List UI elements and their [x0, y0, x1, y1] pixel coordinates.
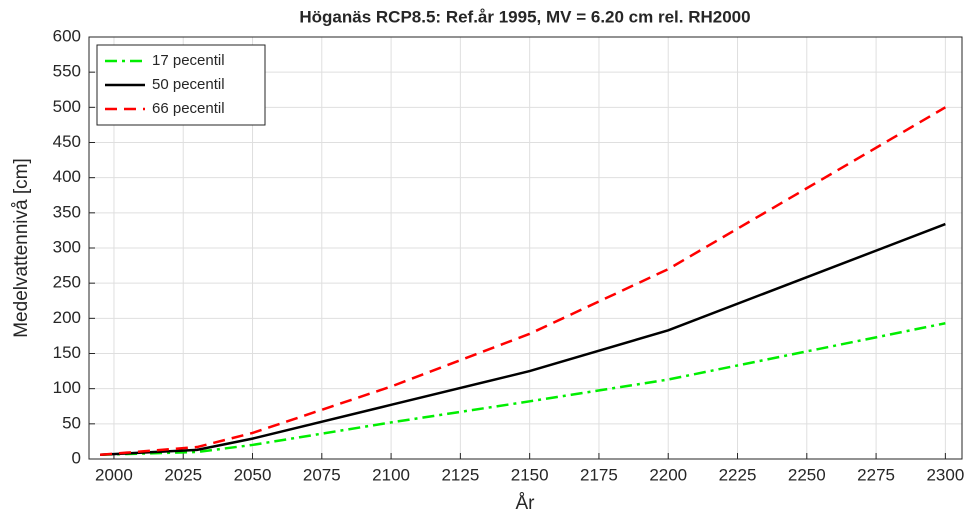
y-tick-label: 150	[53, 343, 81, 362]
plot-frame	[88, 36, 963, 460]
y-tick-label: 200	[53, 308, 81, 327]
x-tick-label: 2075	[303, 465, 341, 484]
x-tick-label: 2275	[857, 465, 895, 484]
y-axis-label: Medelvattennivå [cm]	[11, 158, 32, 338]
chart-title: Höganäs RCP8.5: Ref.år 1995, MV = 6.20 c…	[299, 7, 750, 26]
y-tick-label: 0	[72, 448, 81, 467]
x-tick-label: 2300	[926, 465, 964, 484]
y-tick-label: 500	[53, 97, 81, 116]
y-tick-label: 50	[62, 413, 81, 432]
y-tick-label: 350	[53, 202, 81, 221]
y-tick-label: 100	[53, 378, 81, 397]
y-tick-label: 400	[53, 167, 81, 186]
y-tick-label: 250	[53, 273, 81, 292]
x-tick-label: 2050	[234, 465, 272, 484]
x-tick-label: 2150	[511, 465, 549, 484]
x-tick-label: 2175	[580, 465, 618, 484]
legend-label: 17 pecentil	[152, 52, 225, 69]
x-tick-label: 2225	[719, 465, 757, 484]
legend: 17 pecentil 50 pecentil 66 pecentil	[96, 44, 266, 126]
y-tick-label: 450	[53, 132, 81, 151]
series-line	[99, 106, 947, 457]
legend-label: 66 pecentil	[152, 100, 225, 117]
legend-label: 50 pecentil	[152, 76, 225, 93]
series-line	[100, 222, 946, 457]
x-tick-label: 2250	[788, 465, 826, 484]
x-tick-label: 2000	[95, 465, 133, 484]
series-line	[100, 322, 946, 457]
y-tick-label: 550	[53, 62, 81, 81]
x-tick-label: 2025	[164, 465, 202, 484]
x-tick-label: 2200	[649, 465, 687, 484]
y-tick-label: 600	[53, 26, 81, 45]
y-tick-label: 300	[53, 237, 81, 256]
x-tick-label: 2100	[372, 465, 410, 484]
x-tick-label: 2125	[441, 465, 479, 484]
x-axis-label: År	[516, 493, 536, 514]
